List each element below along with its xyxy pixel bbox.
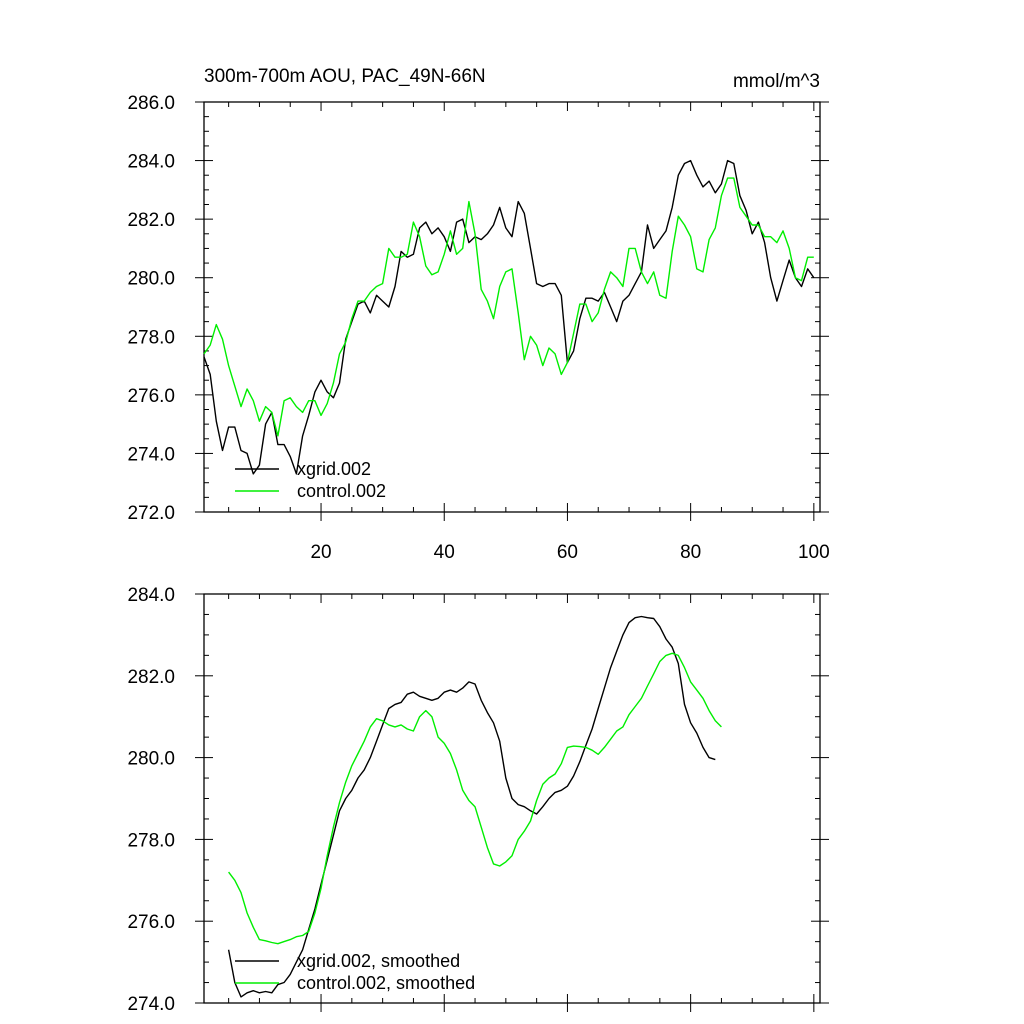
y-tick-label: 272.0 [127,503,175,524]
chart-title: 300m-700m AOU, PAC_49N-66N [204,66,486,87]
x-tick-label: 20 [310,542,331,563]
series-line-xgrid-002 [203,159,815,475]
series-line-xgrid-002-smoothed [227,615,716,998]
legend-label: control.002, smoothed [297,973,475,993]
y-tick-label: 284.0 [127,152,175,173]
panel-top-aou: 300m-700m AOU, PAC_49N-66N mmol/m^3 20 40… [127,66,829,563]
y-axis-ticks: 274.0 276.0 278.0 280.0 282.0 284.0 [127,585,829,1015]
y-tick-label: 280.0 [127,269,175,290]
legend-label: xgrid.002, smoothed [297,951,460,971]
plot-frame [203,101,821,513]
y-tick-label: 274.0 [127,994,175,1015]
x-tick-label: 40 [434,542,455,563]
x-axis-ticks [228,594,815,1012]
y-tick-label: 276.0 [127,912,175,933]
x-tick-label: 60 [557,542,578,563]
y-tick-label: 284.0 [127,585,175,606]
y-tick-label: 286.0 [127,93,175,114]
x-tick-label: 100 [798,542,830,563]
x-axis-ticks: 20 40 60 80 100 [228,102,830,563]
panel-bottom-smoothed: 274.0 276.0 278.0 280.0 282.0 284.0 xgrid.002,… [127,585,829,1015]
y-tick-label: 274.0 [127,444,175,465]
y-tick-label: 276.0 [127,386,175,407]
y-tick-label: 282.0 [127,210,175,231]
legend-label: xgrid.002 [297,459,371,479]
y-tick-label: 282.0 [127,667,175,688]
y-axis-ticks: 272.0 274.0 276.0 278.0 280.0 282.0 284.0 286.0 [127,93,829,524]
y-tick-label: 280.0 [127,749,175,770]
series-line-control-002-smoothed [228,652,722,945]
legend-label: control.002 [297,481,386,501]
x-tick-label: 80 [680,542,701,563]
y-tick-label: 278.0 [127,327,175,348]
units-label: mmol/m^3 [733,71,820,92]
y-tick-label: 278.0 [127,830,175,851]
series-line-control-002 [203,177,814,437]
